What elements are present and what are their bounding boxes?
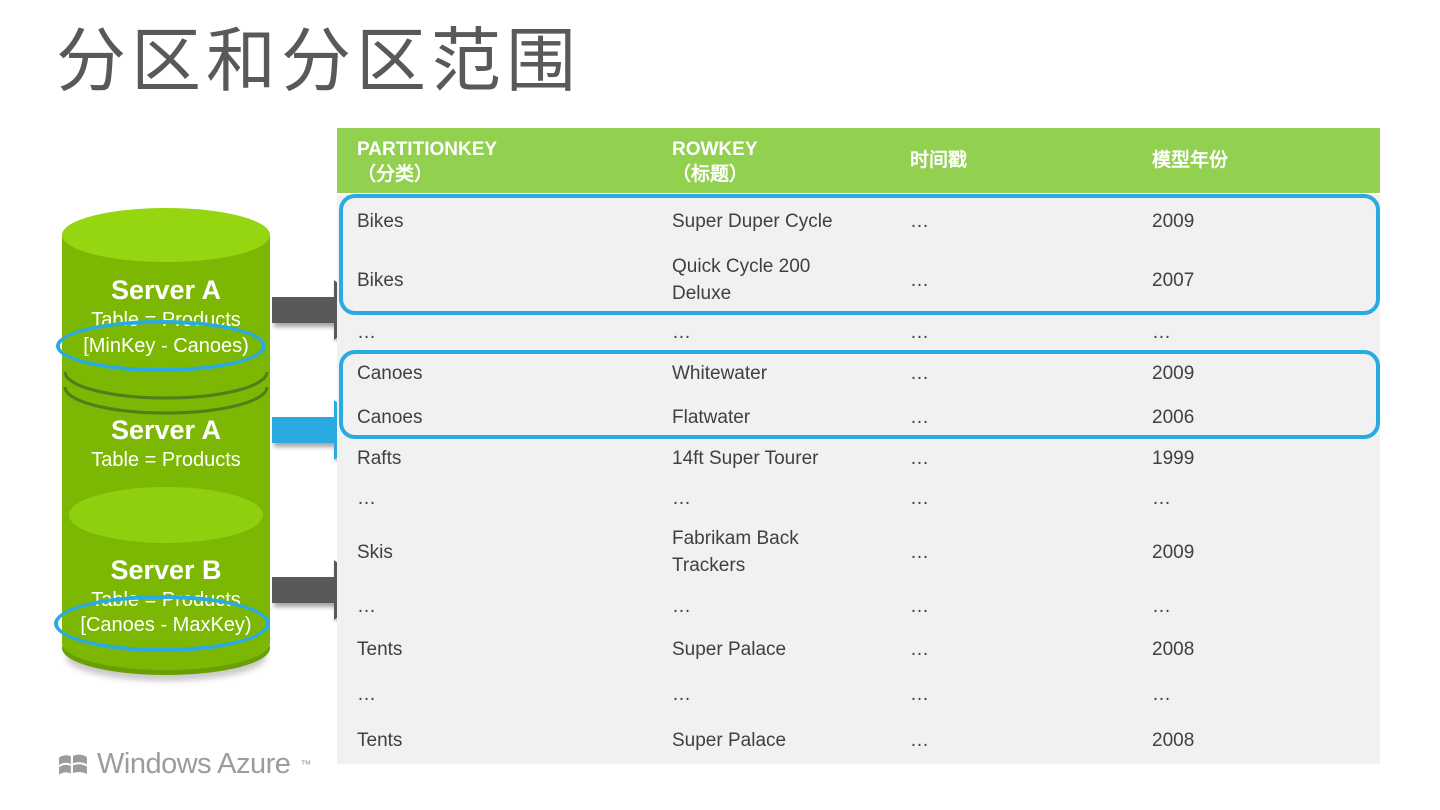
table-row: Canoes Whitewater … 2009 [337,351,1380,396]
windows-flag-icon [59,754,87,775]
table-cell: 2007 [1152,269,1195,291]
table-cell: Flatwater [672,406,751,428]
table-row: Canoes Flatwater … 2006 [337,396,1380,438]
header-rowkey: ROWKEY （标题） [672,139,758,185]
table-cell: … [1152,683,1171,705]
table-cell: Tents [357,639,403,660]
logo-trademark: ™ [300,758,312,771]
server-a2-table-label: Table = Products [91,449,241,471]
table-cell: … [910,210,929,232]
table-cell: Canoes [357,406,423,428]
table-cell: Canoes [357,363,423,384]
table-cell: Super Duper Cycle [672,210,833,232]
table-row: … … … … [337,313,1380,351]
table-cell: Skis [357,541,393,563]
server-a1-name: Server A [110,275,222,305]
table-cell: … [357,596,376,617]
table-cell: 2009 [1152,363,1195,384]
server-a2-name: Server A [110,415,222,445]
table-cell: … [357,683,376,705]
table-cell: 2009 [1152,210,1195,232]
header-partitionkey: PARTITIONKEY （分类） [357,139,498,185]
table-cell: … [910,639,929,660]
table-cell: 14ft Super Tourer [672,448,819,469]
table-cell: 2008 [1152,639,1195,660]
table-cell: … [910,729,929,751]
table-row: Rafts 14ft Super Tourer … 1999 [337,438,1380,479]
server-b-table-label: Table = Products [91,589,241,611]
table-cell: … [357,321,376,343]
table-cell: … [672,488,691,509]
windows-azure-logo: Windows Azure ™ [58,748,311,781]
table-cell: 2008 [1152,729,1195,751]
table-cell: Rafts [357,448,402,469]
table-cell: … [910,448,929,469]
table-cell: … [357,488,376,509]
table-row: Bikes Quick Cycle 200 Deluxe … 2007 [337,247,1380,313]
table-cell: Bikes [357,269,404,291]
table-cell: Super Palace [672,639,787,660]
table-row: Tents Super Palace … 2008 [337,716,1380,764]
table-cell: 1999 [1152,448,1195,469]
table-cell: … [672,321,691,343]
table-cell: … [1152,321,1171,343]
header-timestamp: 时间戳 [910,150,968,171]
server-b-name: Server B [110,555,222,585]
table-cell: 2009 [1152,541,1195,563]
server-a1-key-range: [MinKey - Canoes) [83,335,249,357]
table-cell: … [910,683,929,705]
table-row: Tents Super Palace … 2008 [337,627,1380,672]
table-row: Bikes Super Duper Cycle … 2009 [337,195,1380,247]
table-cell: … [910,321,929,343]
table-cell: … [910,269,929,291]
database-cylinder-graphic [62,208,270,681]
table-cell: Fabrikam Back Trackers [672,528,799,576]
table-cell: … [910,488,929,509]
table-header: PARTITIONKEY （分类） ROWKEY （标题） 时间戳 模型年份 [337,128,1380,193]
table-cell: Bikes [357,210,404,232]
table-cell: … [672,596,691,617]
table-cell: … [1152,596,1171,617]
server-b-key-range: [Canoes - MaxKey) [80,614,252,636]
table-cell: Tents [357,729,403,751]
table-cell: Quick Cycle 200 Deluxe [672,256,811,304]
server-a1-table-label: Table = Products [91,309,241,331]
table-row: … … … … [337,672,1380,716]
table-cell: 2006 [1152,406,1195,428]
table-row: … … … … [337,586,1380,627]
server-stack-diagram: Server A Table = Products [MinKey - Cano… [62,205,270,690]
table-cell: … [672,683,691,705]
data-table: PARTITIONKEY （分类） ROWKEY （标题） 时间戳 模型年份 B… [337,128,1380,764]
page-title: 分区和分区范围 [56,22,581,100]
header-model-year: 模型年份 [1152,150,1229,171]
table-cell: Super Palace [672,729,787,751]
table-row: … … … … [337,479,1380,518]
table-cell: … [910,596,929,617]
table-body: Bikes Super Duper Cycle … 2009 Bikes Quick Cy… [337,195,1380,764]
table-cell: … [910,406,929,428]
table-cell: … [1152,488,1171,509]
table-cell: Whitewater [672,363,768,384]
table-cell: … [910,363,929,384]
logo-text: Windows Azure [97,748,291,780]
table-cell: … [910,541,929,563]
table-row: Skis Fabrikam Back Trackers … 2009 [337,518,1380,586]
